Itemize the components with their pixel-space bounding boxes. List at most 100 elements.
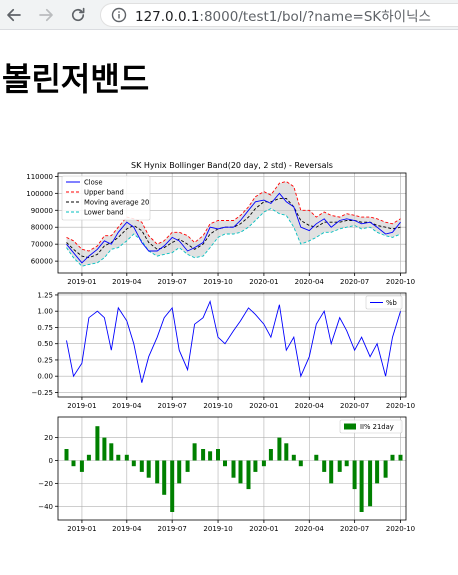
ii-bar bbox=[139, 460, 144, 472]
x-tick-label: 2019-01 bbox=[67, 525, 96, 533]
ii-bar bbox=[201, 449, 206, 461]
legend-box bbox=[61, 175, 151, 221]
ii-bar bbox=[146, 460, 151, 478]
y-tick-label: 100000 bbox=[26, 190, 53, 198]
y-tick-label: 20 bbox=[44, 434, 53, 442]
reload-icon bbox=[71, 7, 85, 22]
ii-bar bbox=[284, 443, 289, 461]
legend-box bbox=[339, 419, 403, 434]
x-tick-label: 2020-04 bbox=[295, 525, 325, 533]
ii-bar bbox=[383, 460, 388, 478]
ii-bar bbox=[277, 437, 282, 461]
ii-bar bbox=[246, 460, 251, 490]
legend-label: II% 21day bbox=[360, 423, 394, 431]
y-tick-label: 90000 bbox=[31, 207, 53, 215]
legend-label: Upper band bbox=[84, 189, 124, 197]
x-tick-label: 2020-10 bbox=[386, 402, 415, 410]
legend-swatch bbox=[344, 423, 356, 430]
address-bar[interactable]: 127.0.0.1:8000/test1/bol/?name=SK하이닉스 bbox=[100, 3, 458, 27]
x-tick-label: 2019-01 bbox=[67, 278, 96, 286]
ii-bar bbox=[79, 460, 84, 472]
ii-bar bbox=[291, 454, 296, 461]
ii-bar bbox=[124, 454, 129, 461]
chart-1-legend: Close Upper band Moving average 20 Lower ba… bbox=[61, 175, 151, 221]
chart-2-ticks: 2019-01 2019-04 2019-07 2019-10 2020-01 2020-… bbox=[32, 291, 416, 410]
x-tick-label: 2020-07 bbox=[340, 278, 369, 286]
ii-bar bbox=[253, 460, 258, 472]
x-tick-label: 2019-10 bbox=[203, 402, 232, 410]
bollinger-figure-svg: 2019-01 2019-04 2019-07 2019-10 2020-01 2020-… bbox=[26, 161, 416, 533]
ii-bar bbox=[231, 460, 236, 478]
y-tick-label: 60000 bbox=[31, 258, 53, 266]
ii-bar bbox=[223, 460, 227, 467]
y-tick-label: 0.00 bbox=[37, 373, 53, 381]
x-tick-label: 2020-07 bbox=[340, 402, 369, 410]
reload-button[interactable] bbox=[66, 3, 90, 27]
ii-bar bbox=[131, 460, 136, 467]
x-tick-label: 2020-04 bbox=[295, 278, 325, 286]
x-tick-label: 2019-04 bbox=[112, 525, 142, 533]
percent-b-line bbox=[66, 299, 401, 383]
x-tick-label: 2019-01 bbox=[67, 402, 96, 410]
ii-bar bbox=[185, 460, 190, 472]
ii-bar bbox=[162, 460, 167, 495]
y-tick-label: −0.25 bbox=[32, 389, 53, 397]
ii-bar bbox=[64, 449, 69, 461]
ii-bar bbox=[208, 451, 213, 461]
ii-bar bbox=[95, 426, 100, 461]
ii-bar bbox=[86, 454, 91, 461]
x-tick-label: 2019-07 bbox=[158, 525, 187, 533]
back-button[interactable] bbox=[2, 3, 26, 27]
ii-bar bbox=[192, 443, 197, 461]
y-tick-label: 0.25 bbox=[37, 356, 53, 364]
x-tick-label: 2020-07 bbox=[340, 525, 369, 533]
y-tick-label: 0 bbox=[49, 457, 53, 465]
chart-3-legend: II% 21day bbox=[339, 419, 403, 434]
ii-bar bbox=[155, 460, 160, 484]
ii-bar bbox=[298, 460, 303, 467]
y-tick-label: 0.75 bbox=[37, 324, 53, 332]
y-tick-label: −40 bbox=[38, 503, 53, 511]
lower-band-line bbox=[66, 208, 401, 267]
x-tick-label: 2019-04 bbox=[112, 402, 142, 410]
x-tick-label: 2020-10 bbox=[386, 525, 415, 533]
ii-bar bbox=[352, 460, 357, 490]
ii-bar bbox=[398, 454, 403, 461]
x-tick-label: 2019-07 bbox=[158, 278, 187, 286]
y-tick-label: −20 bbox=[38, 480, 53, 488]
ii-bar bbox=[344, 460, 349, 467]
ii-bar bbox=[261, 460, 266, 467]
ii-bar bbox=[359, 460, 364, 512]
x-tick-label: 2019-07 bbox=[158, 402, 187, 410]
ii-bar bbox=[109, 443, 114, 461]
url-text[interactable]: 127.0.0.1:8000/test1/bol/?name=SK하이닉스 bbox=[135, 5, 431, 25]
arrow-right-icon bbox=[39, 8, 53, 22]
ii-bar bbox=[102, 437, 107, 461]
ii-bar bbox=[337, 460, 342, 472]
chart-title: SK Hynix Bollinger Band(20 day, 2 std) -… bbox=[131, 161, 333, 170]
ii-bar bbox=[329, 460, 334, 484]
ii-bar bbox=[170, 460, 175, 512]
x-tick-label: 2019-10 bbox=[203, 525, 232, 533]
x-tick-label: 2020-01 bbox=[249, 278, 278, 286]
y-tick-label: 70000 bbox=[31, 241, 53, 249]
browser-toolbar: 127.0.0.1:8000/test1/bol/?name=SK하이닉스 bbox=[0, 0, 458, 30]
bollinger-figure: 2019-01 2019-04 2019-07 2019-10 2020-01 2020-… bbox=[0, 150, 458, 540]
forward-button[interactable] bbox=[34, 3, 58, 27]
band-fill bbox=[66, 181, 401, 267]
plot-frame bbox=[57, 292, 407, 398]
y-tick-label: 1.25 bbox=[37, 291, 53, 299]
y-tick-label: 80000 bbox=[31, 224, 53, 232]
y-tick-label: 1.00 bbox=[37, 308, 53, 316]
ii-bar bbox=[216, 449, 220, 461]
info-icon[interactable] bbox=[111, 7, 127, 23]
legend-label: Lower band bbox=[84, 209, 124, 217]
ii-bar bbox=[375, 460, 380, 484]
y-tick-label: 110000 bbox=[26, 173, 53, 181]
ii-bar bbox=[322, 460, 327, 472]
ii-bar bbox=[71, 460, 76, 467]
y-tick-label: 0.50 bbox=[37, 340, 53, 348]
arrow-left-icon bbox=[7, 8, 21, 22]
legend-label: Moving average 20 bbox=[84, 199, 149, 207]
ii-bar bbox=[314, 454, 319, 461]
